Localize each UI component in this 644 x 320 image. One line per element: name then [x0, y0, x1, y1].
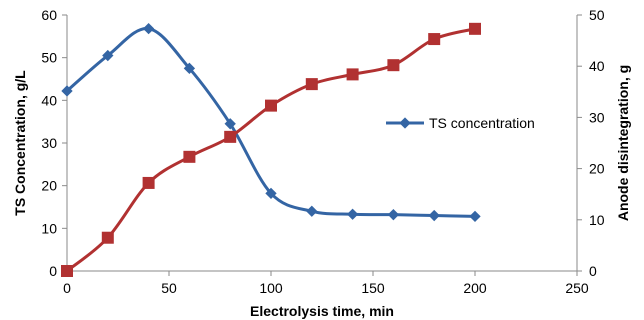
left-y-axis-ticks: 0 10 20 30 40 50 60 [41, 7, 67, 279]
series-1-point [387, 59, 400, 72]
right-y-tick-label: 30 [589, 109, 605, 125]
right-y-tick-label: 0 [589, 263, 597, 279]
right-y-axis-title: Anode disintegration, g [615, 65, 631, 221]
series-1-point [469, 22, 481, 35]
right-y-axis-ticks: 0 10 20 30 40 50 [577, 7, 605, 279]
x-tick-label: 0 [63, 280, 71, 296]
right-y-tick-label: 20 [589, 161, 605, 177]
series-0-point [387, 209, 400, 221]
x-axis-title: Electrolysis time, min [250, 303, 394, 319]
series-line-1 [66, 27, 476, 273]
series-0-point [142, 22, 155, 35]
left-y-tick-label: 50 [41, 50, 57, 66]
left-y-tick-label: 10 [41, 220, 57, 236]
left-y-tick-label: 40 [41, 92, 57, 108]
series-0-point [61, 85, 73, 97]
x-tick-label: 200 [463, 280, 487, 296]
right-y-tick-label: 10 [589, 212, 605, 228]
series-0-point [306, 205, 318, 217]
series-1-point [305, 78, 318, 91]
left-y-axis-title: TS Concentration, g/L [12, 70, 28, 216]
series-1-point [183, 150, 196, 163]
series-0-point [469, 210, 481, 223]
left-y-tick-label: 0 [49, 263, 57, 279]
legend: TS concentration [386, 115, 535, 131]
legend-label-ts-concentration: TS concentration [429, 115, 535, 131]
series-1-point [265, 99, 277, 112]
x-tick-label: 50 [161, 280, 177, 296]
left-y-tick-label: 20 [41, 178, 57, 194]
x-tick-label: 100 [259, 280, 283, 296]
series-1-point [346, 68, 359, 81]
series-0-point [102, 49, 114, 62]
series-0-point [265, 187, 277, 200]
left-y-tick-label: 60 [41, 7, 57, 23]
series-0-point [346, 208, 359, 220]
legend-marker-ts-concentration [399, 117, 411, 129]
series-1-point [61, 265, 73, 277]
series-layer [61, 22, 481, 277]
x-axis-ticks: 0 50 100 150 200 250 [63, 271, 589, 296]
series-1-point [224, 130, 237, 143]
series-0-point [428, 209, 440, 222]
right-y-tick-label: 50 [589, 7, 605, 23]
series-1-point [101, 231, 114, 244]
right-y-tick-label: 40 [589, 58, 605, 74]
x-tick-label: 150 [361, 280, 385, 296]
left-y-tick-label: 30 [41, 135, 57, 151]
series-1-point [142, 176, 155, 189]
series-1-point [428, 33, 441, 46]
x-tick-label: 250 [565, 280, 589, 296]
